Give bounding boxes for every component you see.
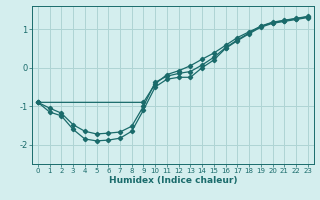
X-axis label: Humidex (Indice chaleur): Humidex (Indice chaleur)	[108, 176, 237, 185]
